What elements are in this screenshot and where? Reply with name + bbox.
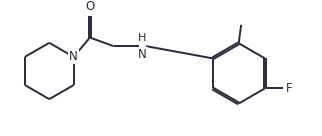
Text: N: N (69, 50, 78, 63)
Text: N: N (138, 48, 147, 61)
Text: H: H (138, 33, 147, 43)
Text: F: F (286, 82, 293, 95)
Text: O: O (85, 0, 95, 13)
